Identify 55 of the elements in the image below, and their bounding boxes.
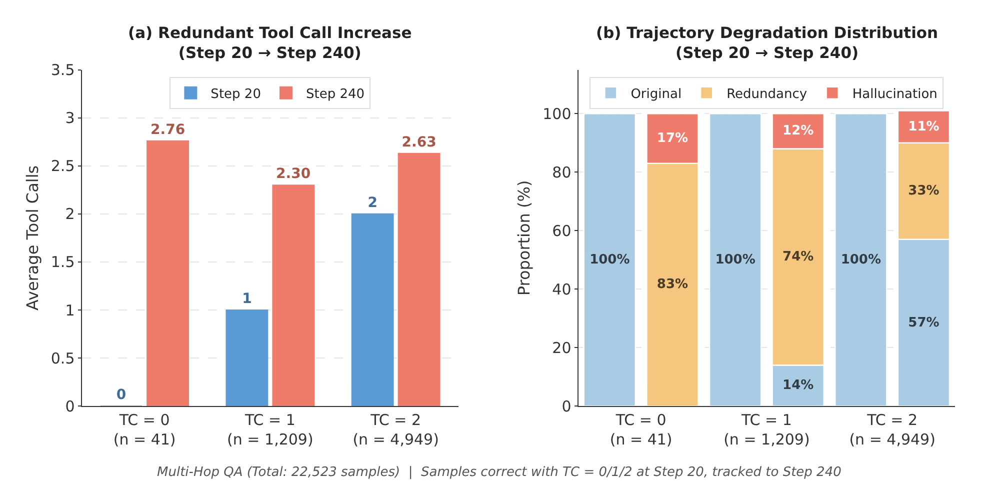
data-label: 83%: [656, 277, 688, 292]
data-label: 74%: [782, 249, 814, 264]
data-label: 12%: [782, 124, 814, 139]
y-tick-label: 60: [552, 222, 572, 240]
bar: [146, 140, 190, 406]
y-tick-label: 0.5: [50, 349, 75, 368]
y-tick-label: 1: [65, 301, 75, 320]
x-tick-label: TC = 1 (n = 1,209): [724, 411, 810, 449]
legend-label: Redundancy: [726, 86, 808, 102]
y-tick-label: 0: [65, 397, 75, 416]
y-tick-label: 2.5: [50, 157, 75, 176]
y-axis-title: Average Tool Calls: [22, 165, 42, 311]
bar: [351, 213, 394, 406]
legend-label: Step 240: [306, 86, 365, 102]
x-tick-label: TC = 0 (n = 41): [610, 411, 672, 449]
y-tick-label: 2: [65, 205, 75, 224]
y-tick-label: 1.5: [50, 253, 75, 272]
data-label: 1: [242, 291, 252, 308]
y-tick-label: 0: [562, 397, 572, 416]
bar: [226, 310, 268, 406]
bar: [272, 184, 315, 406]
data-label: 100%: [840, 252, 881, 268]
data-label: 2.63: [402, 134, 436, 150]
y-tick-label: 80: [552, 163, 572, 182]
data-label: 11%: [908, 119, 940, 134]
y-axis-title: Proportion (%): [514, 180, 534, 296]
y-tick-label: 3: [65, 109, 75, 128]
y-tick-label: 40: [552, 280, 572, 298]
bar: [708, 113, 762, 406]
data-label: 2: [368, 194, 378, 211]
legend-label: Step 20: [210, 86, 261, 102]
x-tick-label: TC = 1 (n = 1,209): [227, 411, 314, 449]
data-label: 100%: [590, 252, 630, 268]
data-label: 2.30: [276, 166, 311, 182]
chart-title: (a) Redundant Tool Call Increase (Step 20 → Step 240): [128, 24, 412, 62]
data-label: 33%: [908, 184, 940, 199]
y-tick-label: 100: [542, 104, 572, 123]
data-label: 100%: [715, 252, 756, 268]
legend-label: Hallucination: [852, 86, 938, 102]
data-label: 57%: [908, 315, 940, 330]
y-tick-label: 3.5: [50, 61, 75, 80]
bar: [583, 113, 636, 406]
legend-label: Original: [630, 86, 682, 102]
y-tick-label: 20: [552, 338, 572, 357]
chart-title: (b) Trajectory Degradation Distribution (Step 20 → Step 240): [596, 24, 938, 62]
text: Multi-Hop QA (Total: 22,523 samples) | Samples correct with TC = 0/1/2 at Step 20, tracked to Step 240: [157, 465, 842, 480]
data-label: 2.76: [150, 122, 186, 138]
bar: [834, 113, 888, 406]
data-label: 0: [116, 387, 126, 404]
data-label: 14%: [782, 378, 814, 394]
x-tick-label: TC = 2 (n = 4,949): [352, 411, 439, 449]
data-label: 17%: [656, 131, 688, 146]
x-tick-label: TC = 0 (n = 41): [113, 411, 176, 449]
bar: [398, 152, 440, 406]
x-tick-label: TC = 2 (n = 4,949): [849, 411, 936, 449]
